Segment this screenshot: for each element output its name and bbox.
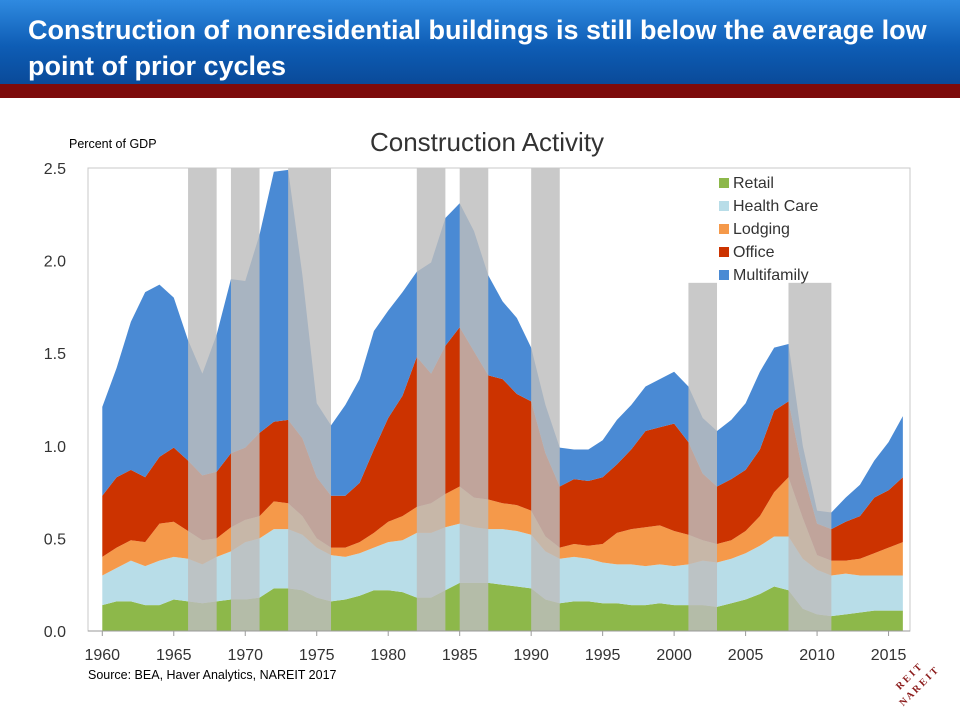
legend-label: Office bbox=[733, 244, 775, 261]
x-tick-label: 1960 bbox=[84, 647, 120, 664]
x-tick-label: 1995 bbox=[585, 647, 621, 664]
y-tick-label: 1.5 bbox=[44, 346, 66, 363]
nareit-logo: R E I T N A R E I T bbox=[894, 662, 941, 709]
legend-swatch bbox=[719, 201, 729, 211]
recession-band bbox=[688, 282, 718, 631]
legend-label: Lodging bbox=[733, 221, 790, 238]
x-tick-label: 2000 bbox=[656, 647, 692, 664]
y-axis-label: Percent of GDP bbox=[69, 137, 157, 151]
x-tick-label: 1990 bbox=[513, 647, 549, 664]
header-divider bbox=[0, 84, 960, 98]
recession-band bbox=[288, 168, 332, 631]
y-tick-label: 1.0 bbox=[44, 439, 66, 456]
recession-band bbox=[788, 282, 832, 631]
x-tick-label: 2010 bbox=[799, 647, 835, 664]
y-tick-label: 0.0 bbox=[44, 624, 66, 641]
legend-swatch bbox=[719, 224, 729, 234]
x-tick-label: 2005 bbox=[728, 647, 764, 664]
legend-swatch bbox=[719, 178, 729, 188]
x-tick-label: 2015 bbox=[871, 647, 907, 664]
chart-legend: Retail Health Care Lodging Office Multifamil… bbox=[719, 175, 818, 284]
recession-band bbox=[531, 168, 560, 631]
header-banner: Construction of nonresidential buildings… bbox=[0, 0, 960, 84]
x-tick-label: 1970 bbox=[227, 647, 263, 664]
x-tick-label: 1985 bbox=[442, 647, 478, 664]
y-tick-label: 0.5 bbox=[44, 531, 66, 548]
recession-band bbox=[188, 168, 217, 631]
page-title: Construction of nonresidential buildings… bbox=[28, 15, 927, 81]
recession-bands bbox=[188, 168, 832, 631]
y-tick-label: 2.0 bbox=[44, 254, 66, 271]
legend-label: Multifamily bbox=[733, 267, 809, 284]
construction-activity-chart: 0.0 0.5 1.0 1.5 2.0 2.5 1960 1965 1970 1975 1980 19… bbox=[44, 127, 911, 664]
legend-swatch bbox=[719, 270, 729, 280]
x-tick-label: 1980 bbox=[370, 647, 406, 664]
legend-swatch bbox=[719, 247, 729, 257]
recession-band bbox=[230, 168, 260, 631]
legend-label: Retail bbox=[733, 175, 774, 192]
chart-axes: 0.0 0.5 1.0 1.5 2.0 2.5 1960 1965 1970 1975 1980 19… bbox=[44, 161, 911, 664]
source-note: Source: BEA, Haver Analytics, NAREIT 201… bbox=[88, 668, 337, 682]
x-tick-label: 1975 bbox=[299, 647, 335, 664]
recession-band bbox=[416, 168, 446, 631]
recession-band bbox=[459, 168, 489, 631]
chart-title: Construction Activity bbox=[370, 127, 604, 157]
x-tick-label: 1965 bbox=[156, 647, 192, 664]
legend-label: Health Care bbox=[733, 198, 818, 215]
stacked-areas bbox=[102, 169, 903, 631]
y-tick-label: 2.5 bbox=[44, 161, 66, 178]
